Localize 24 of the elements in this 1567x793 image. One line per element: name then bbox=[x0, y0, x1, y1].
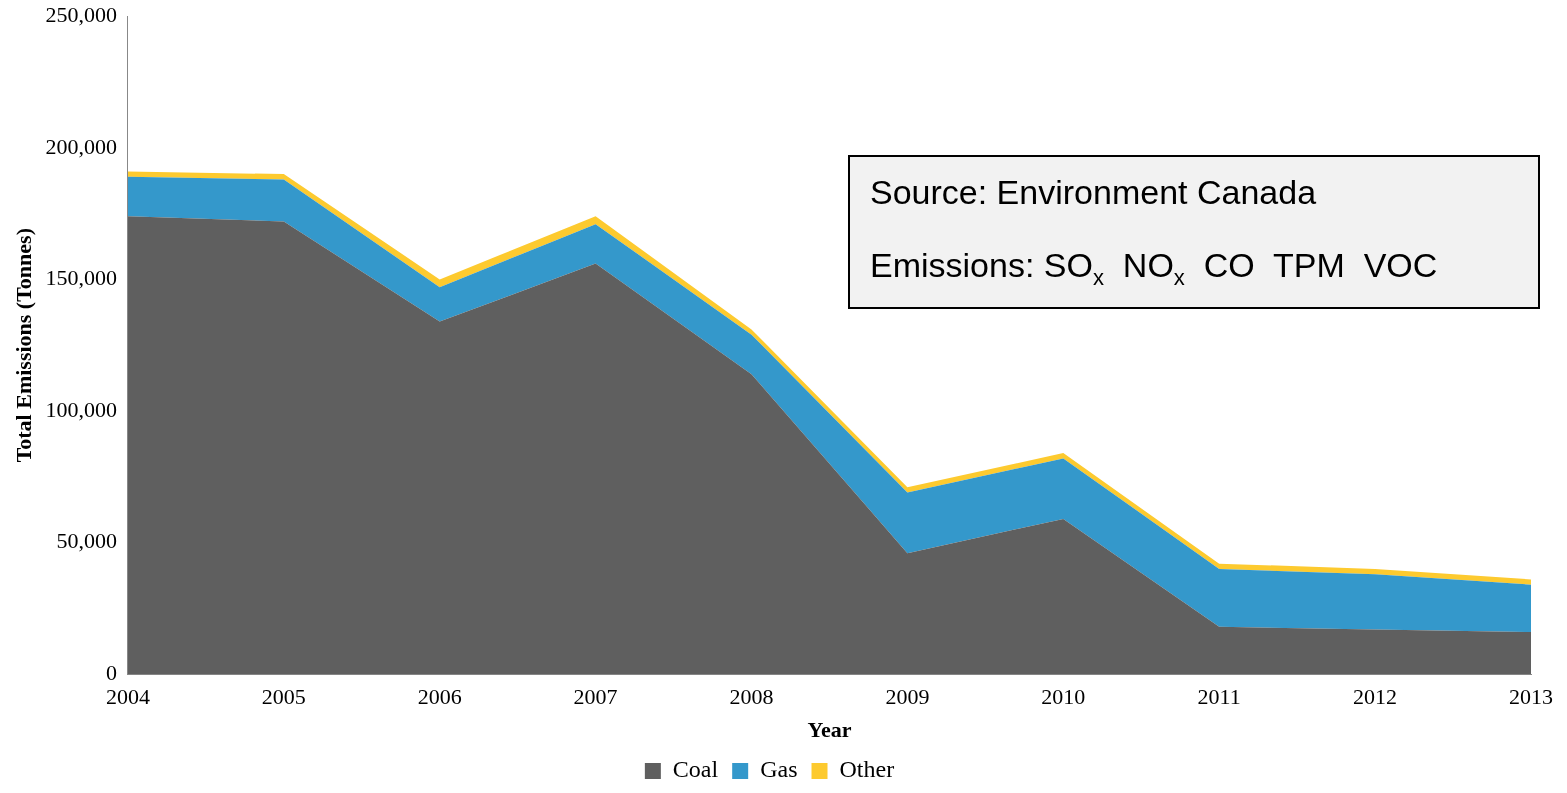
text-box: Source: Environment Canada Emissions: SO$_{x}$ NO$_{x}$ CO TPM VOC bbox=[848, 155, 1540, 309]
y-tick-label: 250,000 bbox=[45, 1, 117, 27]
y-axis-title: Total Emissions (Tonnes) bbox=[10, 228, 36, 463]
x-tick-label: 2008 bbox=[729, 684, 774, 710]
annotation: Source: Environment Canada bbox=[870, 173, 1318, 212]
x-tick-label: 2013 bbox=[1509, 684, 1553, 710]
legend-label: Coal bbox=[672, 756, 719, 783]
x-axis-title: Year bbox=[807, 717, 852, 743]
x-tick-label: 2004 bbox=[105, 684, 150, 710]
annotation: Emissions: SO$_{x}$ NO$_{x}$ CO TPM VOC bbox=[870, 246, 1439, 291]
x-tick-label: 2007 bbox=[573, 684, 618, 710]
y-tick-label: 150,000 bbox=[45, 265, 117, 291]
x-tick-label: 2012 bbox=[1353, 684, 1398, 710]
x-tick-label: 2010 bbox=[1041, 684, 1086, 710]
legend-label: Other bbox=[839, 756, 895, 783]
y-tick-label: 0 bbox=[105, 659, 117, 685]
y-tick-label: 200,000 bbox=[45, 133, 117, 159]
y-tick-label: 100,000 bbox=[45, 396, 117, 422]
y-tick-label: 50,000 bbox=[56, 528, 117, 554]
x-tick-label: 2011 bbox=[1197, 684, 1241, 710]
x-tick-label: 2005 bbox=[261, 684, 306, 710]
x-tick-label: 2009 bbox=[885, 684, 930, 710]
legend-label: Gas bbox=[760, 756, 798, 783]
x-tick-label: 2006 bbox=[417, 684, 462, 710]
